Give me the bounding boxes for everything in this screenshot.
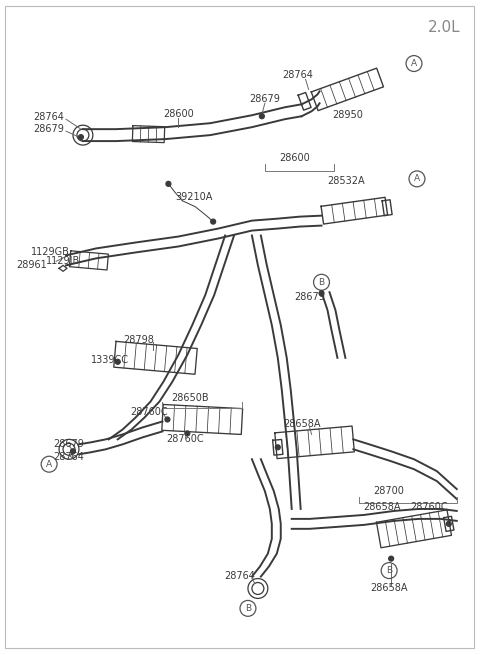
Circle shape — [259, 114, 264, 119]
Text: 39210A: 39210A — [175, 192, 213, 202]
Text: 28658A: 28658A — [283, 419, 320, 430]
Text: 28764: 28764 — [33, 112, 64, 122]
Text: 28760C: 28760C — [410, 502, 448, 512]
Circle shape — [78, 135, 84, 140]
Circle shape — [389, 556, 394, 561]
Text: 2.0L: 2.0L — [428, 20, 461, 35]
Text: 28532A: 28532A — [327, 176, 365, 186]
Text: 28764: 28764 — [225, 571, 255, 580]
Text: B: B — [318, 278, 324, 287]
Circle shape — [319, 291, 324, 295]
Text: B: B — [386, 566, 392, 575]
Text: A: A — [411, 59, 417, 68]
Circle shape — [185, 431, 190, 436]
Circle shape — [446, 521, 451, 527]
Circle shape — [115, 360, 120, 364]
Text: 28961: 28961 — [16, 260, 47, 271]
Text: B: B — [245, 604, 251, 613]
Circle shape — [71, 449, 75, 454]
Text: 28798: 28798 — [123, 335, 154, 345]
Text: A: A — [46, 460, 52, 469]
Text: 28950: 28950 — [332, 110, 363, 121]
Text: 28764: 28764 — [53, 452, 84, 462]
Text: 28679: 28679 — [250, 94, 280, 104]
Text: 28600: 28600 — [163, 109, 194, 119]
Circle shape — [165, 417, 170, 422]
Text: 28658A: 28658A — [363, 502, 401, 512]
Text: 28600: 28600 — [279, 153, 310, 163]
Text: 28760C: 28760C — [131, 407, 168, 417]
Text: A: A — [414, 174, 420, 183]
Text: 1339CC: 1339CC — [91, 355, 129, 365]
Text: 1129GB: 1129GB — [31, 248, 70, 257]
Text: 28760C: 28760C — [167, 434, 204, 444]
Text: 28764: 28764 — [282, 71, 313, 81]
Circle shape — [276, 445, 280, 450]
Text: 28700: 28700 — [374, 486, 405, 496]
Circle shape — [211, 219, 216, 224]
Text: 28658A: 28658A — [371, 584, 408, 593]
Text: 28679: 28679 — [33, 124, 64, 134]
Circle shape — [166, 181, 171, 186]
Text: 28679: 28679 — [294, 292, 325, 302]
Text: 28650B: 28650B — [171, 392, 209, 403]
Text: 1129JB: 1129JB — [46, 256, 80, 267]
Text: 28679: 28679 — [53, 440, 84, 449]
